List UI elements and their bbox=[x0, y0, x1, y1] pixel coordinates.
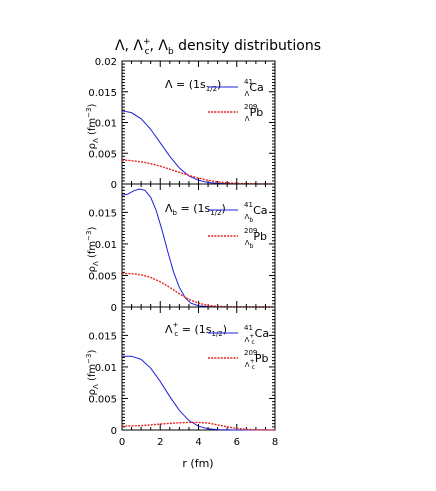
legend-pb-label: 209 Λ+ cPb bbox=[244, 349, 269, 371]
state-label: Λb = (1s1/2) bbox=[165, 202, 226, 217]
x-axis-label: r (fm) bbox=[182, 457, 213, 470]
panel-3: 0 0.005 0.01 0.015 ρΛ (fm−3) Λ+ c = (1s1/2) 41 Λ… bbox=[85, 306, 278, 448]
x-tick-label: 8 bbox=[272, 437, 278, 448]
state-label: Λ+ c = (1s1/2) bbox=[165, 321, 227, 338]
pb-density-curve bbox=[121, 421, 276, 431]
pb-density-curve bbox=[121, 159, 276, 185]
y-axis-label: ρΛ (fm−3) bbox=[85, 350, 100, 396]
legend-ca-label: 41 Λ+ cCa bbox=[244, 324, 269, 346]
y-tick-label: 0.015 bbox=[88, 208, 117, 219]
legend-ca-label: 41 ΛbCa bbox=[244, 201, 268, 224]
ca-density-curve bbox=[121, 110, 275, 185]
ca-density-curve bbox=[122, 355, 275, 431]
x-tick-label: 4 bbox=[195, 437, 201, 448]
legend-pb-label: 209 ΛPb bbox=[244, 103, 263, 123]
y-tick-label: 0.005 bbox=[88, 149, 117, 160]
x-tick-label: 6 bbox=[234, 437, 240, 448]
x-tick-label: 0 bbox=[119, 437, 125, 448]
y-tick-label: 0.01 bbox=[95, 119, 117, 130]
y-tick-label: 0.02 bbox=[95, 57, 117, 68]
panel-2: 0 0.005 0.01 0.015 ρΛ (fm−3) Λb = (1s1/2) 41 Λb… bbox=[85, 183, 276, 314]
state-label: Λ = (1s1/2) bbox=[165, 78, 221, 93]
y-tick-label: 0.005 bbox=[88, 271, 117, 282]
y-tick-label: 0.01 bbox=[95, 240, 117, 251]
legend-pb-label: 209 ΛbPb bbox=[244, 227, 267, 250]
y-tick-label: 0.015 bbox=[88, 88, 117, 99]
panel-1: 0 0.005 0.01 0.015 0.02 ρΛ (fm−3) Λ = (1s1/2) 4… bbox=[85, 57, 276, 191]
y-tick-label: 0.015 bbox=[88, 331, 117, 342]
x-axis-label-text: r (fm) bbox=[182, 457, 213, 470]
y-tick-label: 0 bbox=[111, 303, 117, 314]
x-tick-label: 2 bbox=[157, 437, 163, 448]
y-tick-label: 0 bbox=[111, 426, 117, 437]
legend-ca-label: 41 ΛCa bbox=[244, 78, 264, 98]
y-tick-label: 0.01 bbox=[95, 363, 117, 374]
panels: 0 0.005 0.01 0.015 0.02 ρΛ (fm−3) Λ = (1s1/2) 4… bbox=[85, 57, 278, 448]
title-text: Λ, Λ+ c, Λb density distributions bbox=[115, 37, 321, 57]
y-tick-label: 0 bbox=[111, 180, 117, 191]
y-tick-label: 0.005 bbox=[88, 394, 117, 405]
figure-title: Λ, Λ+ c, Λb density distributions bbox=[115, 37, 321, 57]
y-axis-label: ρΛ (fm−3) bbox=[85, 227, 100, 273]
y-axis-label: ρΛ (fm−3) bbox=[85, 104, 100, 150]
